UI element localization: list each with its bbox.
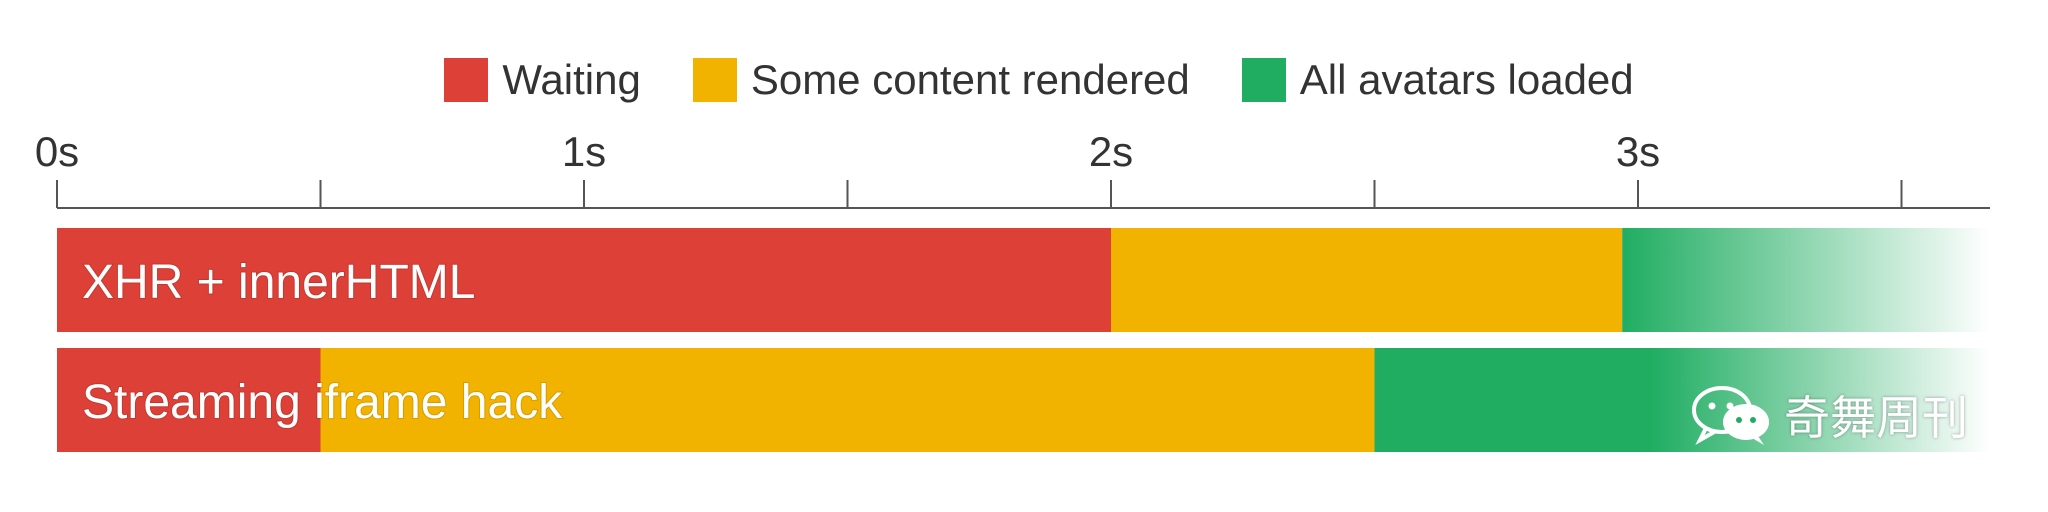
row-label: Streaming iframe hack (82, 376, 563, 429)
legend-label-waiting: Waiting (502, 56, 641, 103)
legend: Waiting Some content rendered All avatar… (0, 52, 2048, 108)
wechat-icon (1692, 386, 1769, 445)
watermark-text: 奇舞周刊 (1784, 392, 1968, 444)
legend-item-all-loaded: All avatars loaded (1241, 56, 1634, 104)
legend-swatch-waiting (444, 58, 489, 102)
watermark: 奇舞周刊 (1690, 380, 1968, 450)
x-tick-label: 2s (1089, 128, 1133, 175)
x-tick-label: 1s (562, 128, 606, 175)
bar-segment-waiting (57, 228, 1111, 332)
x-tick-label: 3s (1616, 128, 1660, 175)
legend-label-some-content: Some content rendered (750, 56, 1190, 103)
bar-segment-all-avatars-loaded (1374, 348, 1990, 452)
bar-segment-all-avatars-loaded (1622, 228, 1990, 332)
x-tick-label: 0s (35, 128, 79, 175)
bar-segment-some-content-rendered (1111, 228, 1623, 332)
legend-item-waiting: Waiting (444, 56, 641, 104)
legend-swatch-all-loaded (1241, 58, 1286, 102)
row-label: XHR + innerHTML (82, 256, 475, 309)
bar-segment-some-content-rendered (320, 348, 1375, 452)
legend-item-some-content: Some content rendered (692, 56, 1190, 104)
bar-segment-waiting (57, 348, 321, 452)
legend-swatch-some-content (692, 58, 737, 102)
legend-label-all-loaded: All avatars loaded (1299, 56, 1634, 103)
